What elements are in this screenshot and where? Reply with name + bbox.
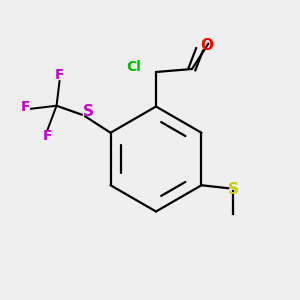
Text: F: F bbox=[55, 68, 64, 82]
Text: S: S bbox=[82, 104, 94, 119]
Text: F: F bbox=[43, 129, 52, 143]
Text: S: S bbox=[227, 182, 239, 197]
Text: O: O bbox=[200, 38, 214, 52]
Text: Cl: Cl bbox=[126, 60, 141, 74]
Text: F: F bbox=[21, 100, 30, 114]
